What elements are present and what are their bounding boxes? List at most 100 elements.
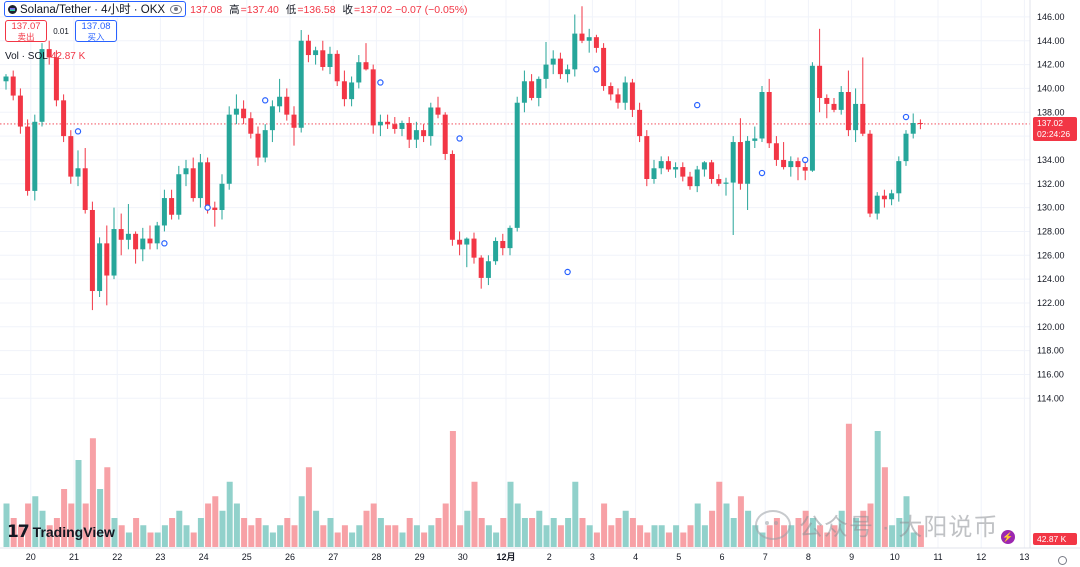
volume-bar (277, 525, 284, 547)
candle (471, 232, 477, 264)
volume-legend-value: 42.87 K (50, 51, 86, 62)
price-tick-label: 132.00 (1037, 179, 1065, 189)
volume-bar (75, 460, 82, 547)
candle (514, 96, 520, 232)
volume-bar (161, 525, 168, 547)
candle-body (435, 107, 441, 115)
candle-body (125, 233, 131, 240)
last-price-label: 137.02 02:24:26 (1033, 116, 1077, 141)
candle (694, 165, 700, 193)
candle-body (161, 198, 167, 226)
candle-body (428, 107, 434, 137)
candle-body (557, 58, 563, 75)
candle-body (277, 96, 283, 107)
watermark-text: 公众号 · 大阳说币 (799, 514, 999, 541)
event-marker (262, 97, 269, 104)
candle-body (665, 161, 671, 170)
candle-body (46, 49, 52, 58)
candle (874, 192, 880, 220)
candle (586, 28, 592, 53)
candle-body (673, 167, 679, 170)
volume-bar (104, 467, 111, 547)
gear-icon[interactable] (1058, 556, 1067, 565)
volume-bar (399, 532, 406, 547)
time-tick-label: 24 (199, 552, 209, 562)
event-marker (456, 135, 463, 142)
tradingview-logo[interactable]: 17 TradingView (7, 522, 115, 542)
candle-body (500, 240, 506, 249)
candle (17, 88, 23, 134)
countdown-value: 02:24:26 (1037, 129, 1070, 139)
candle-body (298, 40, 304, 128)
time-tick-label: 25 (242, 552, 252, 562)
candle-body (3, 76, 9, 82)
volume-legend: Vol · SOL 42.87 K (5, 51, 85, 62)
price-tick-label: 126.00 (1037, 250, 1065, 260)
candle-body (39, 49, 45, 122)
volume-bar (32, 496, 39, 547)
volume-bar (601, 503, 608, 547)
candle (435, 96, 441, 119)
volume-bar (61, 489, 68, 547)
time-axis[interactable]: 20 21 22 23 24 25 26 27 28 29 30 12月 2 3 4 5 6 7 8 9 10 11 12 1… (0, 547, 1080, 562)
buy-button[interactable]: 137.08 买入 (75, 20, 117, 42)
volume-bar (464, 510, 471, 547)
candle (464, 237, 470, 268)
candle-body (449, 153, 455, 240)
candle-body (392, 124, 398, 129)
volume-bar (169, 518, 176, 547)
candle-body (795, 161, 801, 168)
volume-bar (795, 518, 802, 547)
candle (46, 40, 52, 65)
volume-bar (903, 496, 910, 547)
eye-icon[interactable] (170, 4, 183, 14)
symbol-selector[interactable]: Solana/Tether · 4小时 · OKX (4, 1, 187, 17)
time-tick-label: 21 (69, 552, 79, 562)
volume-bar (514, 503, 521, 547)
lightning-icon[interactable]: ⚡ (1001, 530, 1015, 544)
solana-logo-icon (8, 4, 17, 14)
volume-bar (435, 518, 442, 547)
volume-bar (313, 510, 320, 547)
candle (673, 162, 679, 178)
volume-bar (910, 532, 917, 547)
candle (593, 34, 599, 53)
volume-bar (284, 518, 291, 547)
candle (845, 70, 851, 137)
candle-body (478, 257, 484, 278)
candle (485, 255, 491, 286)
volume-bar (536, 510, 543, 547)
candles (3, 6, 923, 311)
volume-bar (845, 423, 852, 547)
candle-body (680, 167, 686, 177)
price-axis[interactable]: 146.00144.00142.00140.00138.00136.00134.… (1029, 0, 1065, 548)
candle-body (550, 58, 556, 65)
sell-button[interactable]: 137.07 卖出 (5, 20, 47, 42)
ohlc-values: 137.08 高=137.40 低=136.58 收=137.02 −0.07 … (190, 2, 467, 17)
volume-bar (622, 510, 629, 547)
candle-body (25, 126, 31, 191)
candle (334, 50, 340, 87)
candle (363, 43, 369, 71)
candle-body (824, 97, 830, 104)
volume-bar (651, 525, 658, 547)
event-marker (593, 66, 600, 73)
candle (716, 174, 722, 187)
volume-bar (788, 525, 795, 547)
volume-bar (377, 518, 384, 547)
candle-body (903, 133, 909, 162)
candle (241, 100, 247, 125)
last-price-value: 137.02 (1037, 118, 1063, 128)
time-tick-label: 11 (933, 552, 942, 562)
candle-body (658, 161, 664, 169)
volume-bar (255, 518, 262, 547)
price-tick-label: 120.00 (1037, 322, 1065, 332)
candle (752, 126, 758, 149)
candle-body (147, 238, 153, 244)
candle-body (442, 114, 448, 154)
candle (161, 189, 167, 232)
candle (687, 171, 693, 190)
volume-bar (716, 481, 723, 547)
volume-bar (817, 525, 824, 547)
